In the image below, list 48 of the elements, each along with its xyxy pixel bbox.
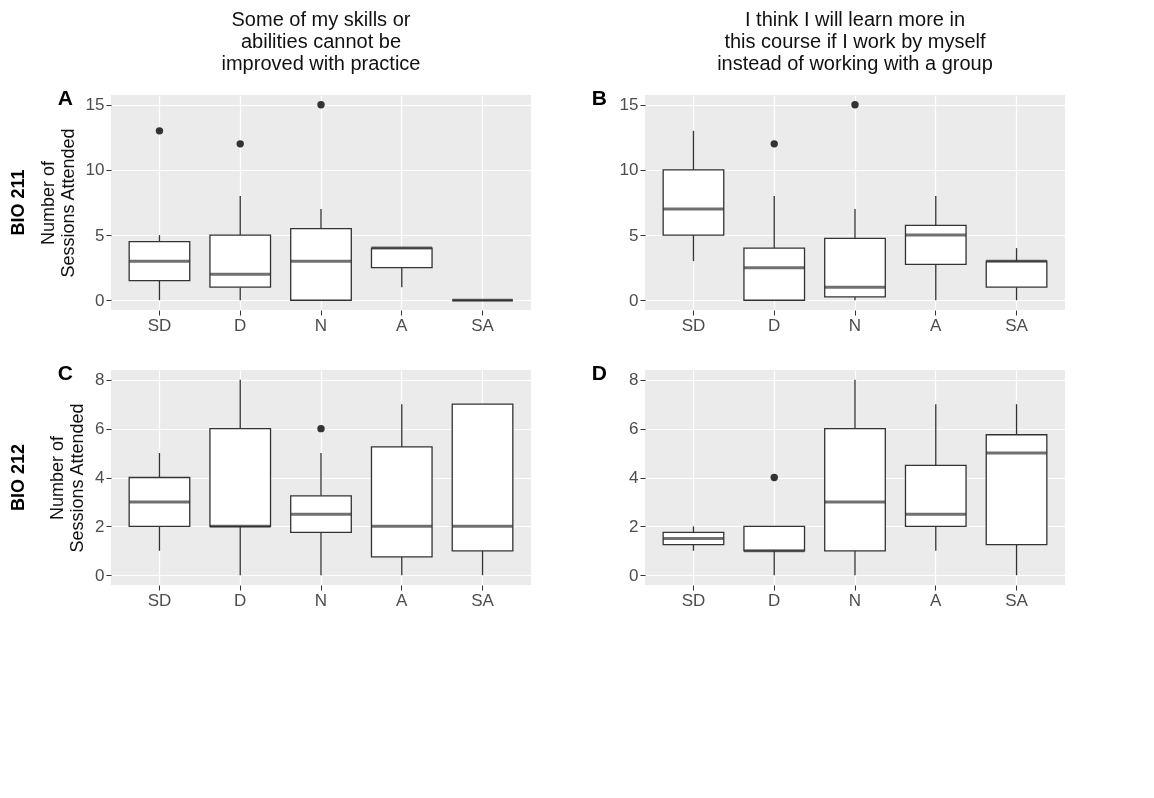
x-tick-label: SD [681, 315, 706, 335]
y-tick-label: 0 [95, 565, 105, 585]
x-tick-label: D [768, 590, 781, 610]
y-tick-label: 0 [629, 290, 639, 310]
x-tick-label: A [930, 315, 943, 335]
y-tick-label: 0 [95, 290, 105, 310]
y-tick-label: 2 [629, 516, 639, 536]
y-axis-title: Number of Sessions Attended [37, 128, 78, 278]
chart-title: Some of my skills or abilities cannot be improved with practice [221, 8, 421, 74]
text: BIO 211 [8, 169, 28, 236]
x-tick-label: D [768, 315, 781, 335]
x-tick-label: D [234, 315, 247, 335]
y-tick-label: 6 [95, 419, 105, 439]
y-tick-label: 8 [629, 370, 639, 390]
y-tick-label: 5 [95, 225, 105, 245]
chart-subtitle: B [591, 86, 607, 109]
x-tick-label: SD [147, 315, 172, 335]
chart-subtitle: C [57, 361, 73, 384]
y-tick-label: 15 [85, 95, 105, 115]
y-tick-label: 10 [85, 160, 105, 180]
y-tick-label: 2 [95, 516, 105, 536]
x-tick-label: D [234, 590, 247, 610]
chart-subtitle: A [57, 86, 73, 109]
x-tick-label: N [848, 590, 862, 610]
x-tick-label: SA [471, 315, 495, 335]
x-tick-label: A [396, 590, 409, 610]
x-tick-label: N [314, 315, 328, 335]
y-tick-label: 6 [629, 419, 639, 439]
x-tick-label: N [848, 315, 862, 335]
chart-subtitle: D [591, 361, 607, 384]
y-tick-label: 4 [629, 468, 639, 487]
x-tick-label: A [930, 590, 943, 610]
x-tick-label: SD [147, 590, 172, 610]
chart-title: I think I will learn more in this course if I work by myself instead of working with a group [717, 8, 993, 74]
y-axis-title: Number of Sessions Attended [47, 403, 88, 553]
x-tick-label: SA [1005, 590, 1029, 610]
y-tick-label: 8 [95, 370, 105, 390]
x-tick-label: N [314, 590, 328, 610]
y-tick-label: 4 [95, 468, 105, 487]
y-tick-label: 5 [629, 225, 639, 245]
y-tick-label: 0 [629, 565, 639, 585]
y-tick-label: 15 [619, 95, 639, 115]
x-tick-label: A [396, 315, 409, 335]
y-tick-label: 10 [619, 160, 639, 180]
text: BIO 212 [8, 443, 28, 512]
x-tick-label: SA [471, 590, 495, 610]
x-tick-label: SD [681, 590, 706, 610]
x-tick-label: SA [1005, 315, 1029, 335]
